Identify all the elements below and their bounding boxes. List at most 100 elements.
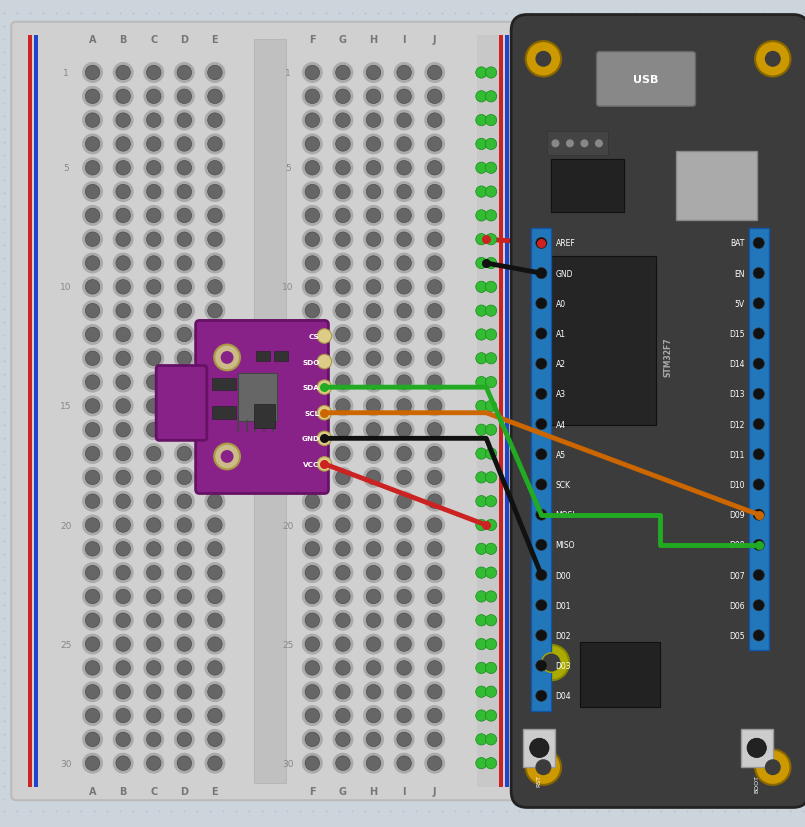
Circle shape (476, 115, 487, 127)
Circle shape (424, 325, 445, 346)
Circle shape (336, 327, 350, 342)
Circle shape (394, 633, 415, 655)
Circle shape (397, 661, 411, 676)
Circle shape (113, 396, 134, 417)
Circle shape (332, 562, 353, 583)
Circle shape (397, 614, 411, 628)
Circle shape (332, 610, 353, 631)
Circle shape (332, 491, 353, 512)
Text: H: H (369, 786, 378, 796)
Circle shape (485, 567, 497, 579)
Circle shape (147, 471, 161, 485)
Text: GND: GND (555, 270, 573, 279)
Circle shape (476, 329, 487, 341)
Circle shape (174, 491, 195, 512)
Circle shape (397, 209, 411, 223)
Circle shape (302, 158, 323, 179)
Circle shape (366, 375, 381, 390)
Circle shape (394, 681, 415, 702)
Text: G: G (339, 786, 347, 796)
Circle shape (147, 209, 161, 223)
Circle shape (177, 399, 192, 414)
Circle shape (336, 161, 350, 176)
Circle shape (394, 182, 415, 203)
Circle shape (305, 304, 320, 318)
Circle shape (143, 705, 164, 726)
Circle shape (476, 401, 487, 412)
Circle shape (534, 645, 569, 681)
Circle shape (427, 566, 442, 581)
Circle shape (147, 685, 161, 699)
Bar (499, 36, 503, 787)
Circle shape (85, 471, 100, 485)
Circle shape (204, 325, 225, 346)
Circle shape (394, 396, 415, 417)
Circle shape (363, 372, 384, 393)
Circle shape (82, 420, 103, 441)
Circle shape (113, 134, 134, 155)
Circle shape (424, 348, 445, 370)
Text: A5: A5 (555, 450, 566, 459)
Circle shape (332, 705, 353, 726)
Circle shape (147, 351, 161, 366)
Circle shape (85, 685, 100, 699)
Circle shape (305, 423, 320, 437)
Circle shape (336, 590, 350, 604)
Circle shape (536, 328, 547, 340)
Circle shape (476, 543, 487, 555)
Circle shape (485, 353, 497, 365)
Circle shape (336, 66, 350, 80)
Circle shape (174, 515, 195, 536)
Circle shape (424, 586, 445, 607)
Circle shape (305, 447, 320, 461)
Circle shape (485, 329, 497, 341)
Circle shape (116, 161, 130, 176)
Circle shape (147, 756, 161, 771)
Circle shape (336, 447, 350, 461)
Circle shape (753, 449, 765, 461)
Circle shape (332, 182, 353, 203)
Circle shape (427, 185, 442, 199)
Circle shape (366, 137, 381, 152)
Circle shape (177, 327, 192, 342)
Text: 20: 20 (283, 521, 294, 530)
Circle shape (85, 90, 100, 104)
Circle shape (397, 423, 411, 437)
Circle shape (174, 325, 195, 346)
Circle shape (476, 734, 487, 745)
Circle shape (485, 187, 497, 198)
Text: SCL: SCL (304, 410, 320, 416)
Circle shape (394, 253, 415, 275)
Circle shape (394, 229, 415, 251)
Circle shape (177, 732, 192, 747)
Circle shape (394, 325, 415, 346)
Circle shape (427, 447, 442, 461)
Circle shape (363, 206, 384, 227)
Circle shape (116, 185, 130, 199)
Circle shape (177, 423, 192, 437)
Circle shape (305, 519, 320, 533)
Circle shape (485, 306, 497, 317)
Text: SDA: SDA (303, 385, 320, 390)
Circle shape (363, 491, 384, 512)
Circle shape (174, 562, 195, 583)
Circle shape (397, 519, 411, 533)
Circle shape (302, 610, 323, 631)
Circle shape (336, 351, 350, 366)
Circle shape (305, 232, 320, 247)
Circle shape (394, 515, 415, 536)
Circle shape (208, 327, 222, 342)
Circle shape (397, 590, 411, 604)
Circle shape (755, 42, 791, 78)
Circle shape (147, 256, 161, 271)
Circle shape (366, 495, 381, 509)
Circle shape (174, 396, 195, 417)
Circle shape (113, 87, 134, 108)
Circle shape (204, 87, 225, 108)
Circle shape (427, 256, 442, 271)
Circle shape (82, 253, 103, 275)
Circle shape (397, 637, 411, 652)
Circle shape (82, 158, 103, 179)
Circle shape (82, 63, 103, 84)
Circle shape (332, 134, 353, 155)
